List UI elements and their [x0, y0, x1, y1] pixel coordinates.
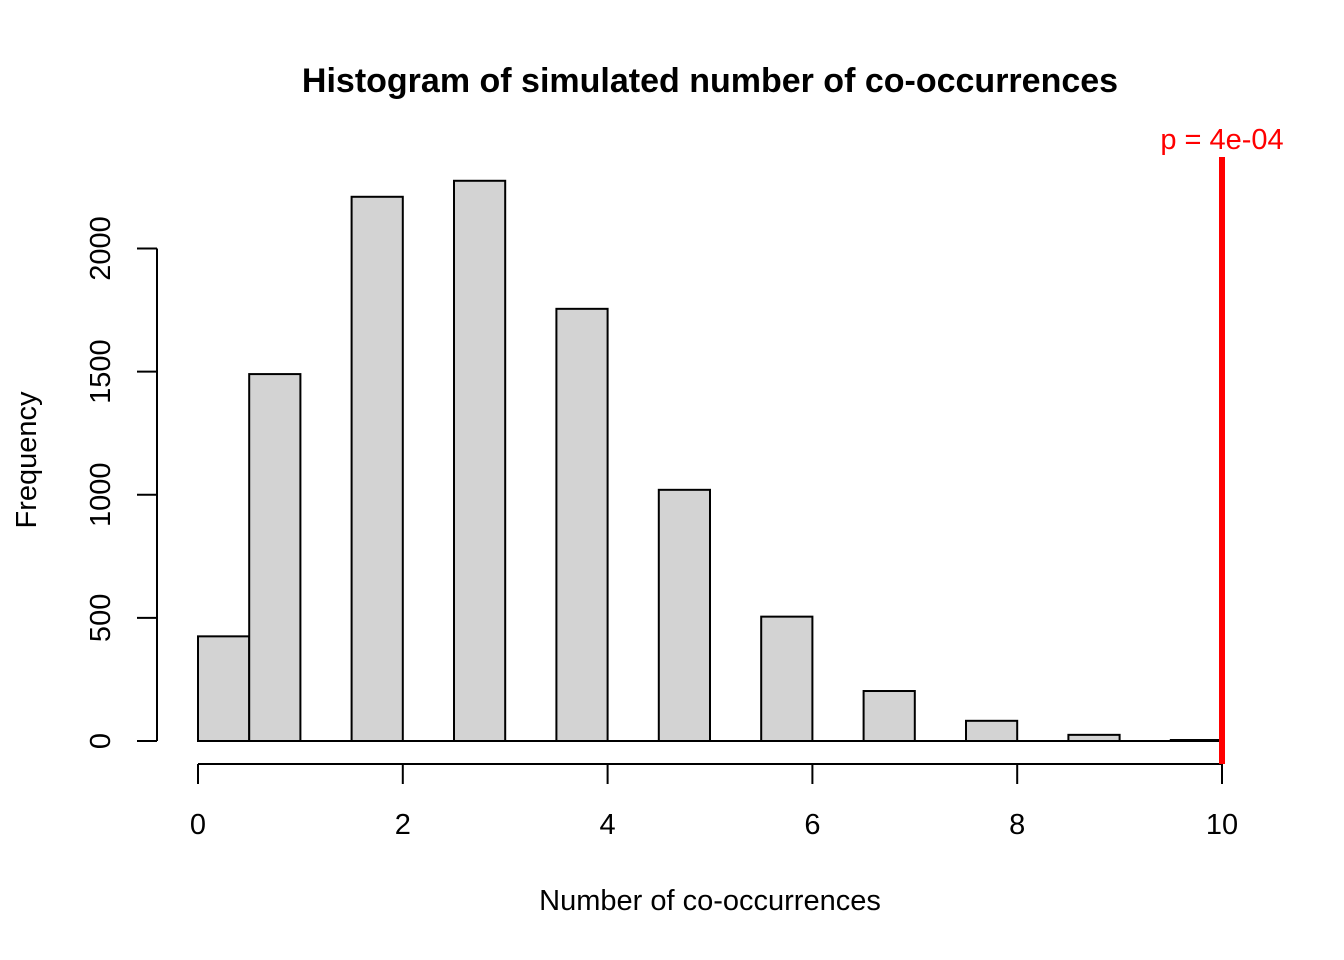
x-tick-label-2: 2 — [395, 809, 411, 841]
x-tick-label-4: 4 — [600, 809, 616, 841]
histogram-bar-9 — [1067, 733, 1121, 742]
histogram-bar-4 — [555, 307, 609, 742]
histogram-bar-0 — [197, 635, 251, 742]
x-tick-label-10: 10 — [1206, 809, 1238, 841]
y-tick-label-2000: 2000 — [85, 216, 117, 281]
p-value-label: p = 4e-04 — [1160, 124, 1283, 156]
histogram-bar-8 — [965, 719, 1019, 742]
y-axis-label: Frequency — [11, 391, 43, 529]
bars-group — [197, 179, 1224, 743]
histogram-bar-2 — [350, 195, 404, 743]
x-axis-label: Number of co-occurrences — [539, 885, 881, 917]
histogram-bar-5 — [657, 488, 711, 743]
histogram-bar-6 — [760, 615, 814, 742]
x-tick-label-6: 6 — [804, 809, 820, 841]
chart-title: Histogram of simulated number of co-occu… — [302, 62, 1118, 100]
observed-value-marker: p = 4e-04 — [1160, 124, 1284, 764]
histogram-bar-1 — [248, 373, 302, 742]
y-tick-label-500: 500 — [85, 594, 117, 642]
y-tick-label-1000: 1000 — [85, 462, 117, 527]
histogram-bar-10 — [1169, 739, 1224, 743]
y-axis: 0 500 1000 1500 2000 — [85, 216, 158, 749]
y-tick-label-1500: 1500 — [85, 339, 117, 404]
histogram-bar-3 — [453, 179, 507, 742]
y-tick-label-0: 0 — [85, 733, 117, 749]
x-tick-label-8: 8 — [1009, 809, 1025, 841]
x-axis: 0 2 4 6 8 10 — [190, 763, 1238, 841]
x-tick-label-0: 0 — [190, 809, 206, 841]
histogram-bar-7 — [862, 690, 916, 742]
